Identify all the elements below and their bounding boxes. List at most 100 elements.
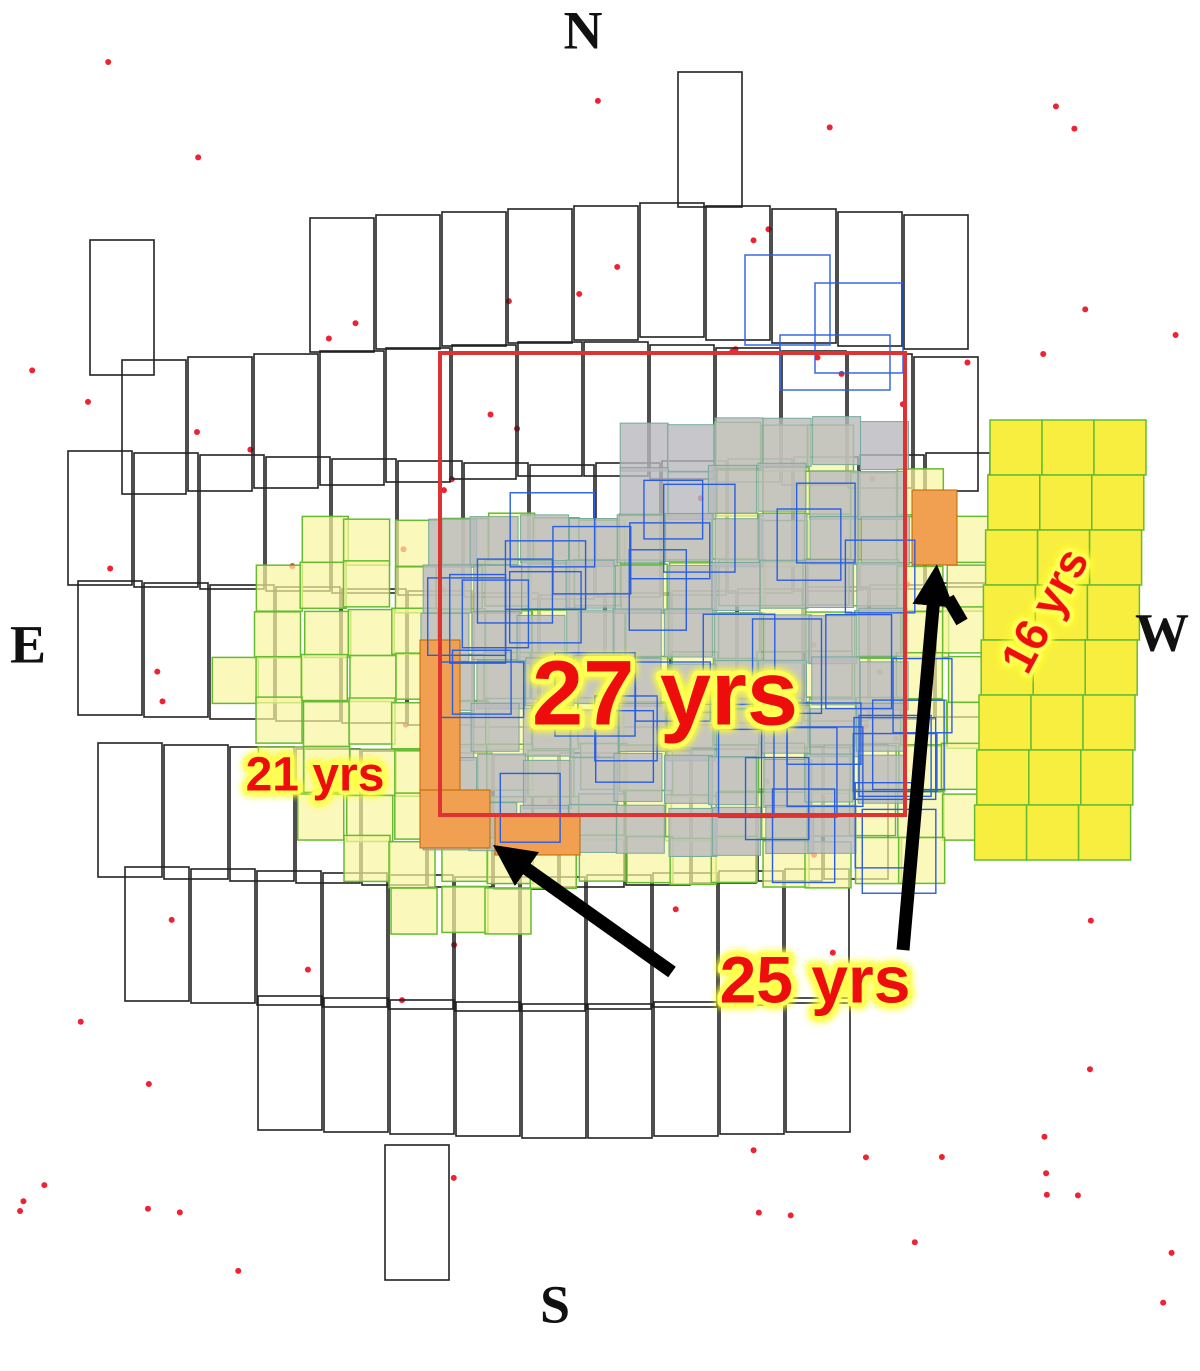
star-dot: [1040, 350, 1047, 357]
gray-field: [805, 559, 855, 609]
gray-field: [804, 753, 854, 803]
blue-field: [629, 522, 711, 580]
gray-field: [707, 756, 757, 806]
gray-field: [857, 471, 907, 521]
star-dot: [911, 1239, 918, 1246]
gray-fields: [419, 416, 958, 857]
blue-field: [643, 479, 704, 540]
yellow-field: [253, 611, 302, 659]
arrow: [942, 594, 968, 626]
gray-field: [663, 608, 713, 658]
blue-field: [861, 808, 937, 894]
gray-field: [858, 607, 908, 657]
orange-field: [419, 789, 491, 849]
field-frame: [837, 211, 903, 347]
star-dot: [1087, 917, 1094, 924]
gray-field: [809, 470, 859, 520]
star-dot: [1041, 1133, 1048, 1140]
yellow-field: [854, 836, 903, 885]
star-dot: [29, 367, 36, 374]
star-dot: [193, 429, 200, 436]
blue-field: [744, 254, 831, 346]
gray-field: [859, 421, 909, 471]
blue-field: [825, 613, 893, 710]
blue-field: [509, 492, 596, 568]
star-dot: [1043, 1191, 1050, 1198]
gray-field: [812, 416, 862, 466]
yellow-field: [255, 564, 304, 612]
star-dot: [107, 565, 114, 572]
star-dot: [154, 668, 161, 675]
blue-field: [427, 577, 507, 657]
gray-field: [715, 709, 765, 759]
star-dot: [85, 398, 92, 405]
gray-field: [470, 702, 520, 752]
field-frame: [719, 999, 785, 1135]
red-box: [438, 351, 907, 817]
field-frame: [163, 744, 229, 880]
field-frame: [322, 872, 388, 1008]
star-dot: [750, 1147, 757, 1154]
field-frame: [455, 1001, 521, 1137]
star-dot: [159, 698, 166, 705]
star-dot: [304, 966, 311, 973]
blue-field: [776, 508, 842, 581]
field-frame: [143, 582, 209, 718]
gray-field: [568, 518, 618, 568]
yellow-field: [441, 885, 489, 934]
blue-field: [771, 788, 836, 884]
field-frame: [375, 214, 441, 350]
star-dot: [1172, 332, 1179, 339]
bright-field: [987, 474, 1041, 531]
star-dot: [195, 154, 202, 161]
field-frame: [583, 341, 649, 477]
arrow: [493, 844, 676, 978]
field-frame: [309, 217, 375, 353]
field-frame: [785, 997, 851, 1133]
bright-field: [1084, 639, 1138, 696]
bright-field: [1041, 419, 1095, 476]
gray-field: [758, 513, 808, 563]
gray-field: [667, 424, 717, 474]
gray-field: [471, 611, 521, 661]
bright-field: [1086, 584, 1141, 641]
field-frame: [319, 350, 385, 486]
field-frame: [256, 870, 322, 1006]
blue-field: [814, 282, 904, 374]
field-frame: [199, 454, 265, 590]
gray-field: [856, 562, 906, 612]
gray-field: [759, 559, 809, 609]
field-frame: [587, 1003, 653, 1139]
blue-field: [751, 618, 823, 715]
bright-field: [973, 804, 1028, 861]
star-dot: [1168, 1249, 1175, 1256]
star-dot: [1086, 1066, 1093, 1073]
gray-field: [809, 708, 859, 758]
gray-field: [811, 656, 861, 706]
yellow-field: [303, 610, 352, 659]
field-frame: [517, 341, 583, 477]
arrows: [493, 564, 968, 978]
bright-field: [1039, 474, 1093, 531]
yellow-field: [296, 793, 345, 841]
blue-fields: [427, 254, 953, 894]
star-dot: [168, 916, 175, 923]
star-dot: [450, 1174, 457, 1181]
star-dot: [1071, 125, 1078, 132]
gray-field: [525, 657, 575, 707]
field-frame: [389, 999, 455, 1135]
yellow-field: [348, 697, 396, 745]
gray-field: [711, 561, 761, 611]
field-frame: [190, 868, 256, 1004]
yellow-field: [255, 696, 303, 744]
star-dot: [17, 1207, 24, 1214]
star-dot: [964, 359, 971, 366]
bright-field: [1025, 804, 1080, 861]
gray-field: [762, 417, 812, 467]
blue-field: [451, 649, 512, 715]
blue-field: [779, 334, 891, 391]
gray-field: [521, 560, 571, 610]
gray-field: [714, 518, 764, 568]
bright-field: [1088, 529, 1143, 586]
gray-field: [615, 804, 665, 854]
